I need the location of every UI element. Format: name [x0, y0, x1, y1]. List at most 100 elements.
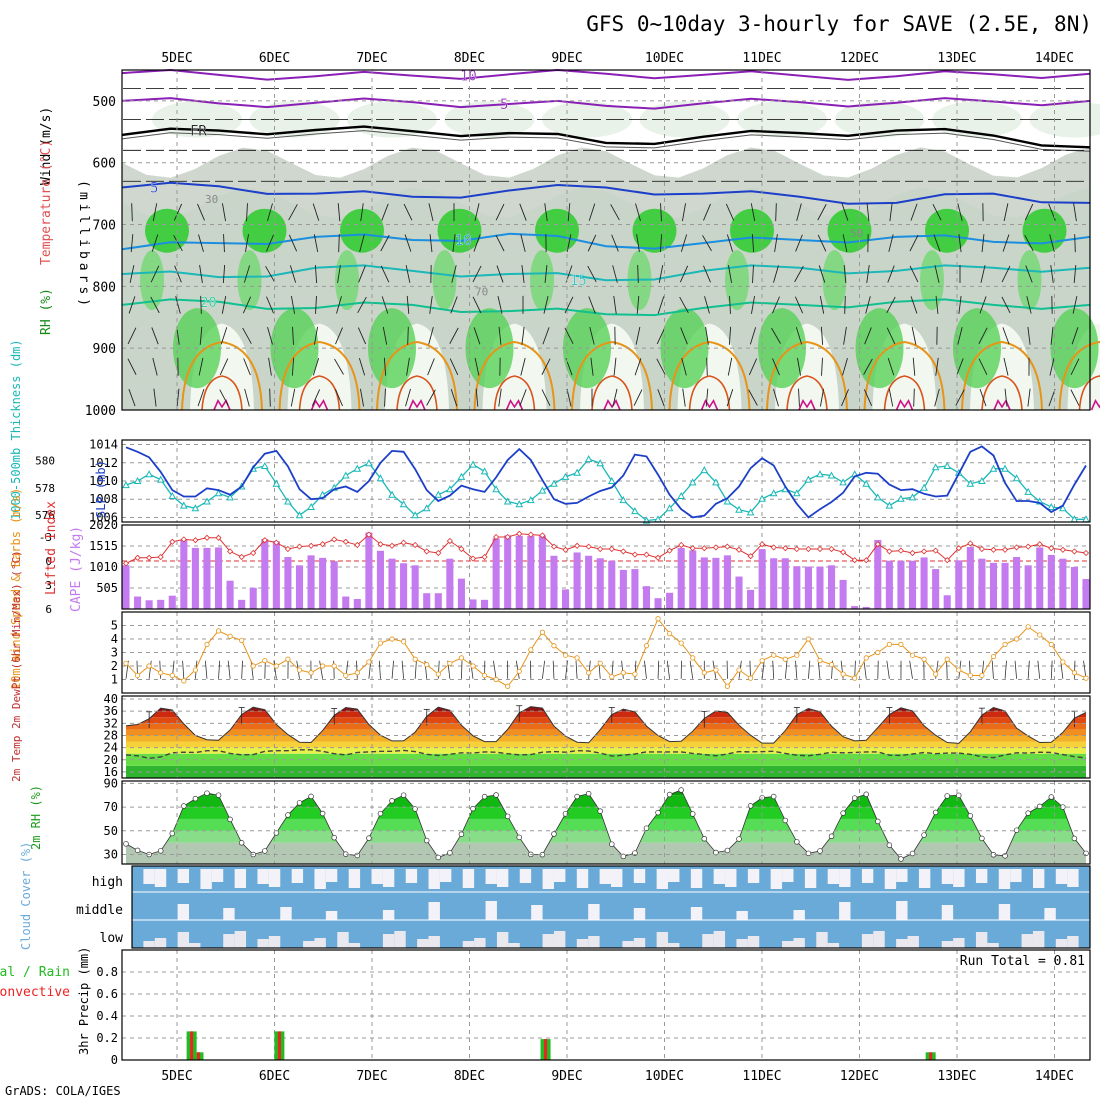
rh-contour-label: 70	[475, 286, 488, 299]
cloud-gap-middle	[998, 904, 1011, 920]
wind-barb	[495, 203, 505, 221]
cloud-gap-low	[348, 943, 361, 948]
wind-speed-point	[724, 683, 731, 689]
wind-barb	[292, 326, 294, 345]
wind-barb	[338, 234, 340, 253]
wind-barb	[449, 358, 459, 376]
cape-bar	[145, 600, 153, 609]
cape-bar	[827, 565, 836, 609]
lifted-index-point	[851, 557, 858, 564]
wind-barb	[728, 326, 732, 345]
rh-point	[840, 810, 846, 816]
isotherm-line	[121, 181, 1091, 205]
cloud-gap-middle	[896, 901, 908, 920]
cloud-gap-high	[599, 869, 611, 884]
rh-point	[296, 800, 303, 806]
wind-barb	[152, 203, 158, 222]
rh-point	[204, 790, 210, 796]
wind-barb	[681, 357, 687, 376]
lifted-index-point	[597, 545, 604, 553]
wind-barb	[843, 264, 847, 284]
wind-barb	[635, 203, 641, 221]
rh-point	[782, 817, 789, 824]
xs-rh-label: RH (%)	[39, 288, 54, 335]
isotherm-25	[961, 340, 1043, 411]
rh-point	[377, 810, 384, 817]
wind-barb	[176, 388, 180, 407]
wind-speed-point	[609, 674, 615, 680]
lifted-index-point	[735, 546, 743, 553]
wind-barb	[451, 265, 457, 283]
surface-wind-barb	[575, 660, 578, 679]
rh-tick: 50	[104, 824, 118, 838]
isotherm-30	[981, 375, 1023, 411]
wind-barb	[520, 357, 526, 376]
cloud-gap-low	[953, 938, 965, 948]
cloud-gap-high	[428, 869, 440, 889]
wind-barb	[498, 326, 502, 345]
wind-barb	[588, 296, 596, 314]
wind-barb	[587, 234, 597, 252]
rh-point	[134, 847, 141, 854]
precip-legend-total: Total / Rain	[0, 965, 70, 980]
cloud-gap-high	[177, 869, 190, 883]
cloud-gap-low	[576, 939, 589, 948]
cloud-gap-high	[1055, 869, 1068, 884]
rh-high-blob	[1022, 208, 1067, 253]
wind-barb	[1025, 265, 1033, 283]
wind-speed-point	[990, 653, 997, 660]
wind-barb	[657, 389, 665, 407]
temp-axis-label: 2m Temp 2m DewPt (6hr Min/Max) (°C)	[10, 550, 23, 782]
rh-point	[956, 792, 962, 799]
wind-barb	[496, 265, 504, 283]
cloud-gap-low	[622, 941, 634, 948]
day-label-bottom: 12DEC	[840, 1069, 879, 1084]
wind-speed-point	[296, 667, 303, 673]
surface-wind-barb	[761, 660, 765, 679]
wind-barb	[473, 327, 481, 345]
pressure-tick: 700	[93, 219, 116, 234]
lifted-index-point	[146, 554, 153, 561]
cloud-gap-low	[633, 938, 646, 948]
wind-barb	[955, 389, 965, 406]
isotherm-30	[591, 375, 633, 411]
cape-bar	[214, 547, 223, 609]
wind-barb	[819, 388, 825, 407]
cloud-gap-middle	[690, 907, 703, 920]
thickness-point	[920, 483, 928, 491]
cloud-gap-low	[1021, 934, 1033, 948]
rh-point	[805, 850, 812, 857]
cape-bar	[157, 599, 165, 609]
panel-frame	[121, 949, 1091, 1061]
cape-bar	[446, 558, 454, 609]
wind-barb	[704, 296, 710, 314]
rh-tick: 90	[104, 776, 118, 790]
wind-speed-point	[389, 636, 395, 642]
lifted-index-point	[724, 543, 731, 550]
wind-barb	[1050, 265, 1054, 283]
wind-barb	[269, 388, 271, 407]
wind-barb	[380, 265, 390, 283]
wind-barb	[497, 296, 503, 314]
lifted-index-point	[504, 533, 511, 541]
surface-wind-barb	[784, 660, 788, 679]
cloud-axis-label: Cloud Cover (%)	[19, 842, 33, 950]
lifted-index-point	[770, 544, 777, 551]
wind-barb	[1024, 234, 1034, 252]
rh-point	[435, 854, 442, 861]
surface-wind-barb	[863, 660, 867, 679]
cloud-gap-high	[953, 869, 965, 887]
rh-point	[412, 806, 418, 812]
cape-bar	[839, 579, 847, 609]
wind-barb	[957, 326, 963, 345]
cloud-gap-high	[553, 869, 566, 882]
lifted-index-point	[654, 554, 662, 561]
lifted-index-point	[921, 548, 928, 555]
surface-wind-barb	[772, 660, 775, 679]
cape-bar	[330, 561, 338, 609]
isotherm-30	[396, 375, 438, 411]
lifted-index-point	[689, 545, 696, 552]
wind-barb	[357, 296, 367, 313]
wind-barb	[1004, 388, 1008, 407]
surface-wind-barb	[218, 660, 221, 679]
